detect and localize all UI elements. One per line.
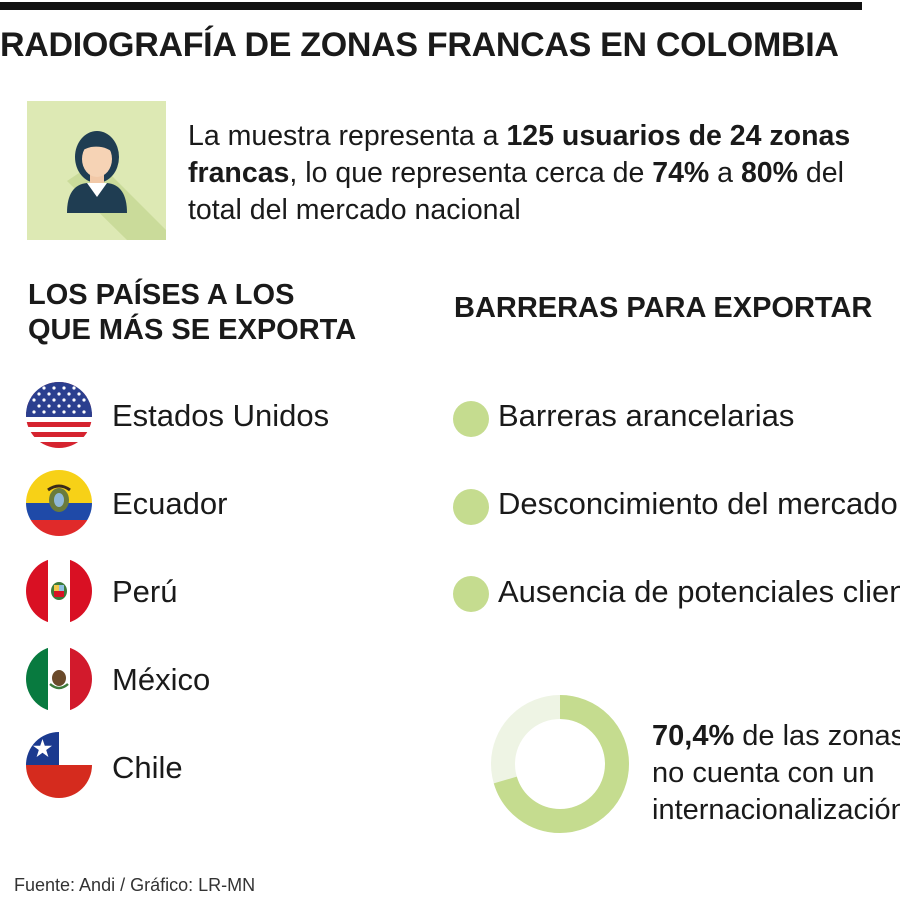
stat-text: 70,4% de las zonas no cuenta con un inte…: [652, 720, 900, 826]
stat-value: 70,4%: [652, 720, 735, 752]
user-icon: [67, 131, 166, 240]
percentage-donut: [491, 695, 629, 833]
barriers-heading: BARRERAS PARA EXPORTAR: [454, 292, 873, 324]
top-rule: [0, 2, 862, 10]
country-label-peru: Perú: [112, 574, 178, 609]
page-title: RADIOGRAFÍA DE ZONAS FRANCAS EN COLOMBIA: [0, 26, 839, 64]
intro-text: La muestra representa a 125 usuarios de …: [188, 120, 851, 226]
bullet-dot: [453, 576, 489, 612]
barrier-item-1: Barreras arancelarias: [498, 398, 795, 433]
country-label-chile: Chile: [112, 750, 183, 785]
mexico-flag-icon: [26, 646, 92, 712]
chile-flag-icon: [26, 732, 92, 798]
usa-flag-icon: [26, 382, 92, 448]
country-label-ecuador: Ecuador: [112, 486, 228, 521]
country-label-mexico: México: [112, 662, 211, 697]
barrier-item-2: Desconcimiento del mercado: [498, 486, 898, 521]
bullet-dot: [453, 401, 489, 437]
bullet-dot: [453, 489, 489, 525]
source-note: Fuente: Andi / Gráfico: LR-MN: [14, 875, 256, 895]
ecuador-flag-icon: [26, 470, 92, 536]
donut-fill: [491, 695, 629, 833]
country-label-usa: Estados Unidos: [112, 398, 330, 433]
countries-heading: LOS PAÍSES A LOS QUE MÁS SE EXPORTA: [28, 279, 357, 346]
peru-flag-icon: [26, 558, 92, 624]
user-icon-box: [27, 101, 166, 240]
barrier-item-3: Ausencia de potenciales clientes: [498, 574, 900, 609]
